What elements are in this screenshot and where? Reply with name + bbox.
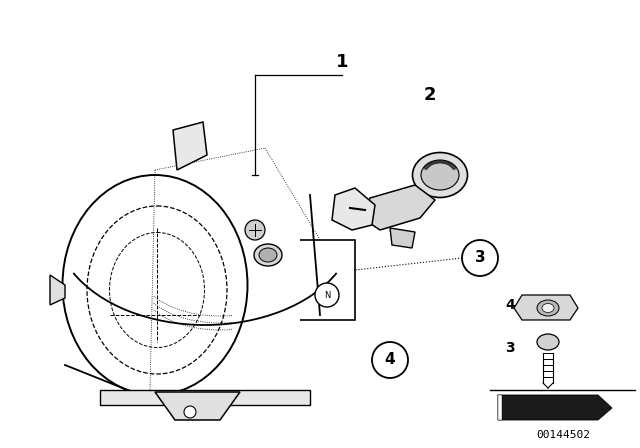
Text: 3: 3 (475, 250, 485, 266)
Circle shape (372, 342, 408, 378)
Circle shape (315, 283, 339, 307)
Circle shape (462, 240, 498, 276)
Ellipse shape (413, 152, 467, 198)
Polygon shape (390, 228, 415, 248)
Polygon shape (155, 392, 240, 420)
Ellipse shape (421, 160, 459, 190)
Text: 4: 4 (505, 298, 515, 312)
Text: 00144502: 00144502 (536, 430, 590, 440)
Text: 3: 3 (505, 341, 515, 355)
Ellipse shape (259, 248, 277, 262)
Ellipse shape (537, 334, 559, 350)
Text: 4: 4 (385, 353, 396, 367)
Text: 2: 2 (424, 86, 436, 104)
Text: N: N (324, 290, 330, 300)
Circle shape (184, 406, 196, 418)
Polygon shape (514, 295, 578, 320)
Ellipse shape (542, 303, 554, 313)
Text: 1: 1 (336, 53, 348, 71)
Polygon shape (498, 395, 502, 420)
Polygon shape (100, 390, 310, 405)
Ellipse shape (254, 244, 282, 266)
Polygon shape (362, 185, 435, 230)
Polygon shape (173, 122, 207, 170)
Polygon shape (50, 275, 65, 305)
Ellipse shape (537, 300, 559, 316)
Polygon shape (332, 188, 375, 230)
Polygon shape (498, 395, 612, 420)
Circle shape (245, 220, 265, 240)
